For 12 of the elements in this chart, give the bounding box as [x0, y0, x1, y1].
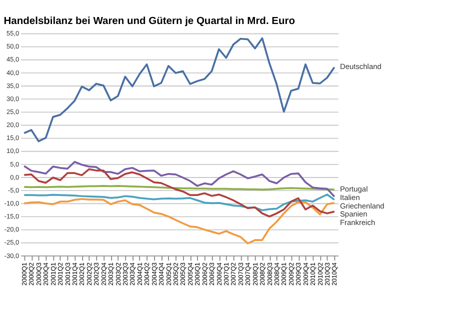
line-series: [23, 194, 336, 212]
line-series: [23, 37, 336, 142]
line-series: [23, 160, 336, 198]
series-label: Griechenland: [340, 201, 384, 210]
line-series: [23, 198, 336, 244]
series-label: Deutschland: [340, 62, 382, 72]
series-label: Spanien: [340, 210, 368, 219]
line-series: [23, 168, 336, 218]
series-label: Italien: [340, 192, 360, 202]
chart-title: Handelsbilanz bei Waren und Gütern je Quartal in Mrd. Euro: [4, 16, 295, 27]
series-label: Portugal: [340, 184, 368, 194]
series-label: Frankreich: [340, 218, 376, 228]
